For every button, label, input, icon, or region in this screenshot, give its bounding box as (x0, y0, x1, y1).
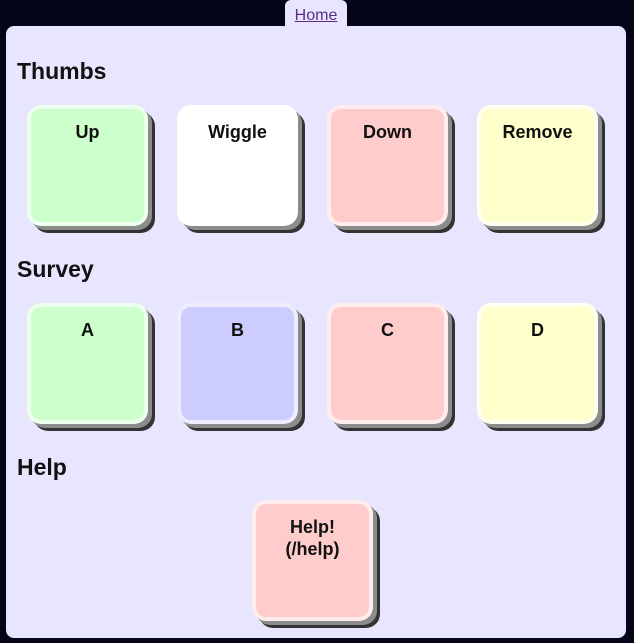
section-title-survey: Survey (17, 256, 94, 282)
help-button-label: Help! (/help) (285, 517, 340, 559)
home-link[interactable]: Home (294, 7, 338, 24)
survey-c-button[interactable]: C (327, 303, 448, 424)
survey-a-button[interactable]: A (27, 303, 148, 424)
thumbs-wiggle-button[interactable]: Wiggle (177, 105, 298, 226)
thumbs-remove-button[interactable]: Remove (477, 105, 598, 226)
section-title-thumbs: Thumbs (17, 58, 107, 84)
main-panel: Thumbs Up Wiggle Down Remove Survey A B … (6, 26, 626, 638)
survey-a-label: A (81, 320, 94, 340)
thumbs-down-label: Down (363, 122, 412, 142)
thumbs-up-button[interactable]: Up (27, 105, 148, 226)
survey-b-button[interactable]: B (177, 303, 298, 424)
survey-d-label: D (531, 320, 544, 340)
help-button[interactable]: Help! (/help) (252, 500, 373, 621)
survey-c-label: C (381, 320, 394, 340)
home-tab: Home (285, 0, 347, 30)
thumbs-down-button[interactable]: Down (327, 105, 448, 226)
thumbs-wiggle-label: Wiggle (208, 122, 267, 142)
survey-b-label: B (231, 320, 244, 340)
thumbs-remove-label: Remove (502, 122, 573, 142)
survey-d-button[interactable]: D (477, 303, 598, 424)
thumbs-up-label: Up (75, 122, 100, 142)
section-title-help: Help (17, 454, 67, 480)
